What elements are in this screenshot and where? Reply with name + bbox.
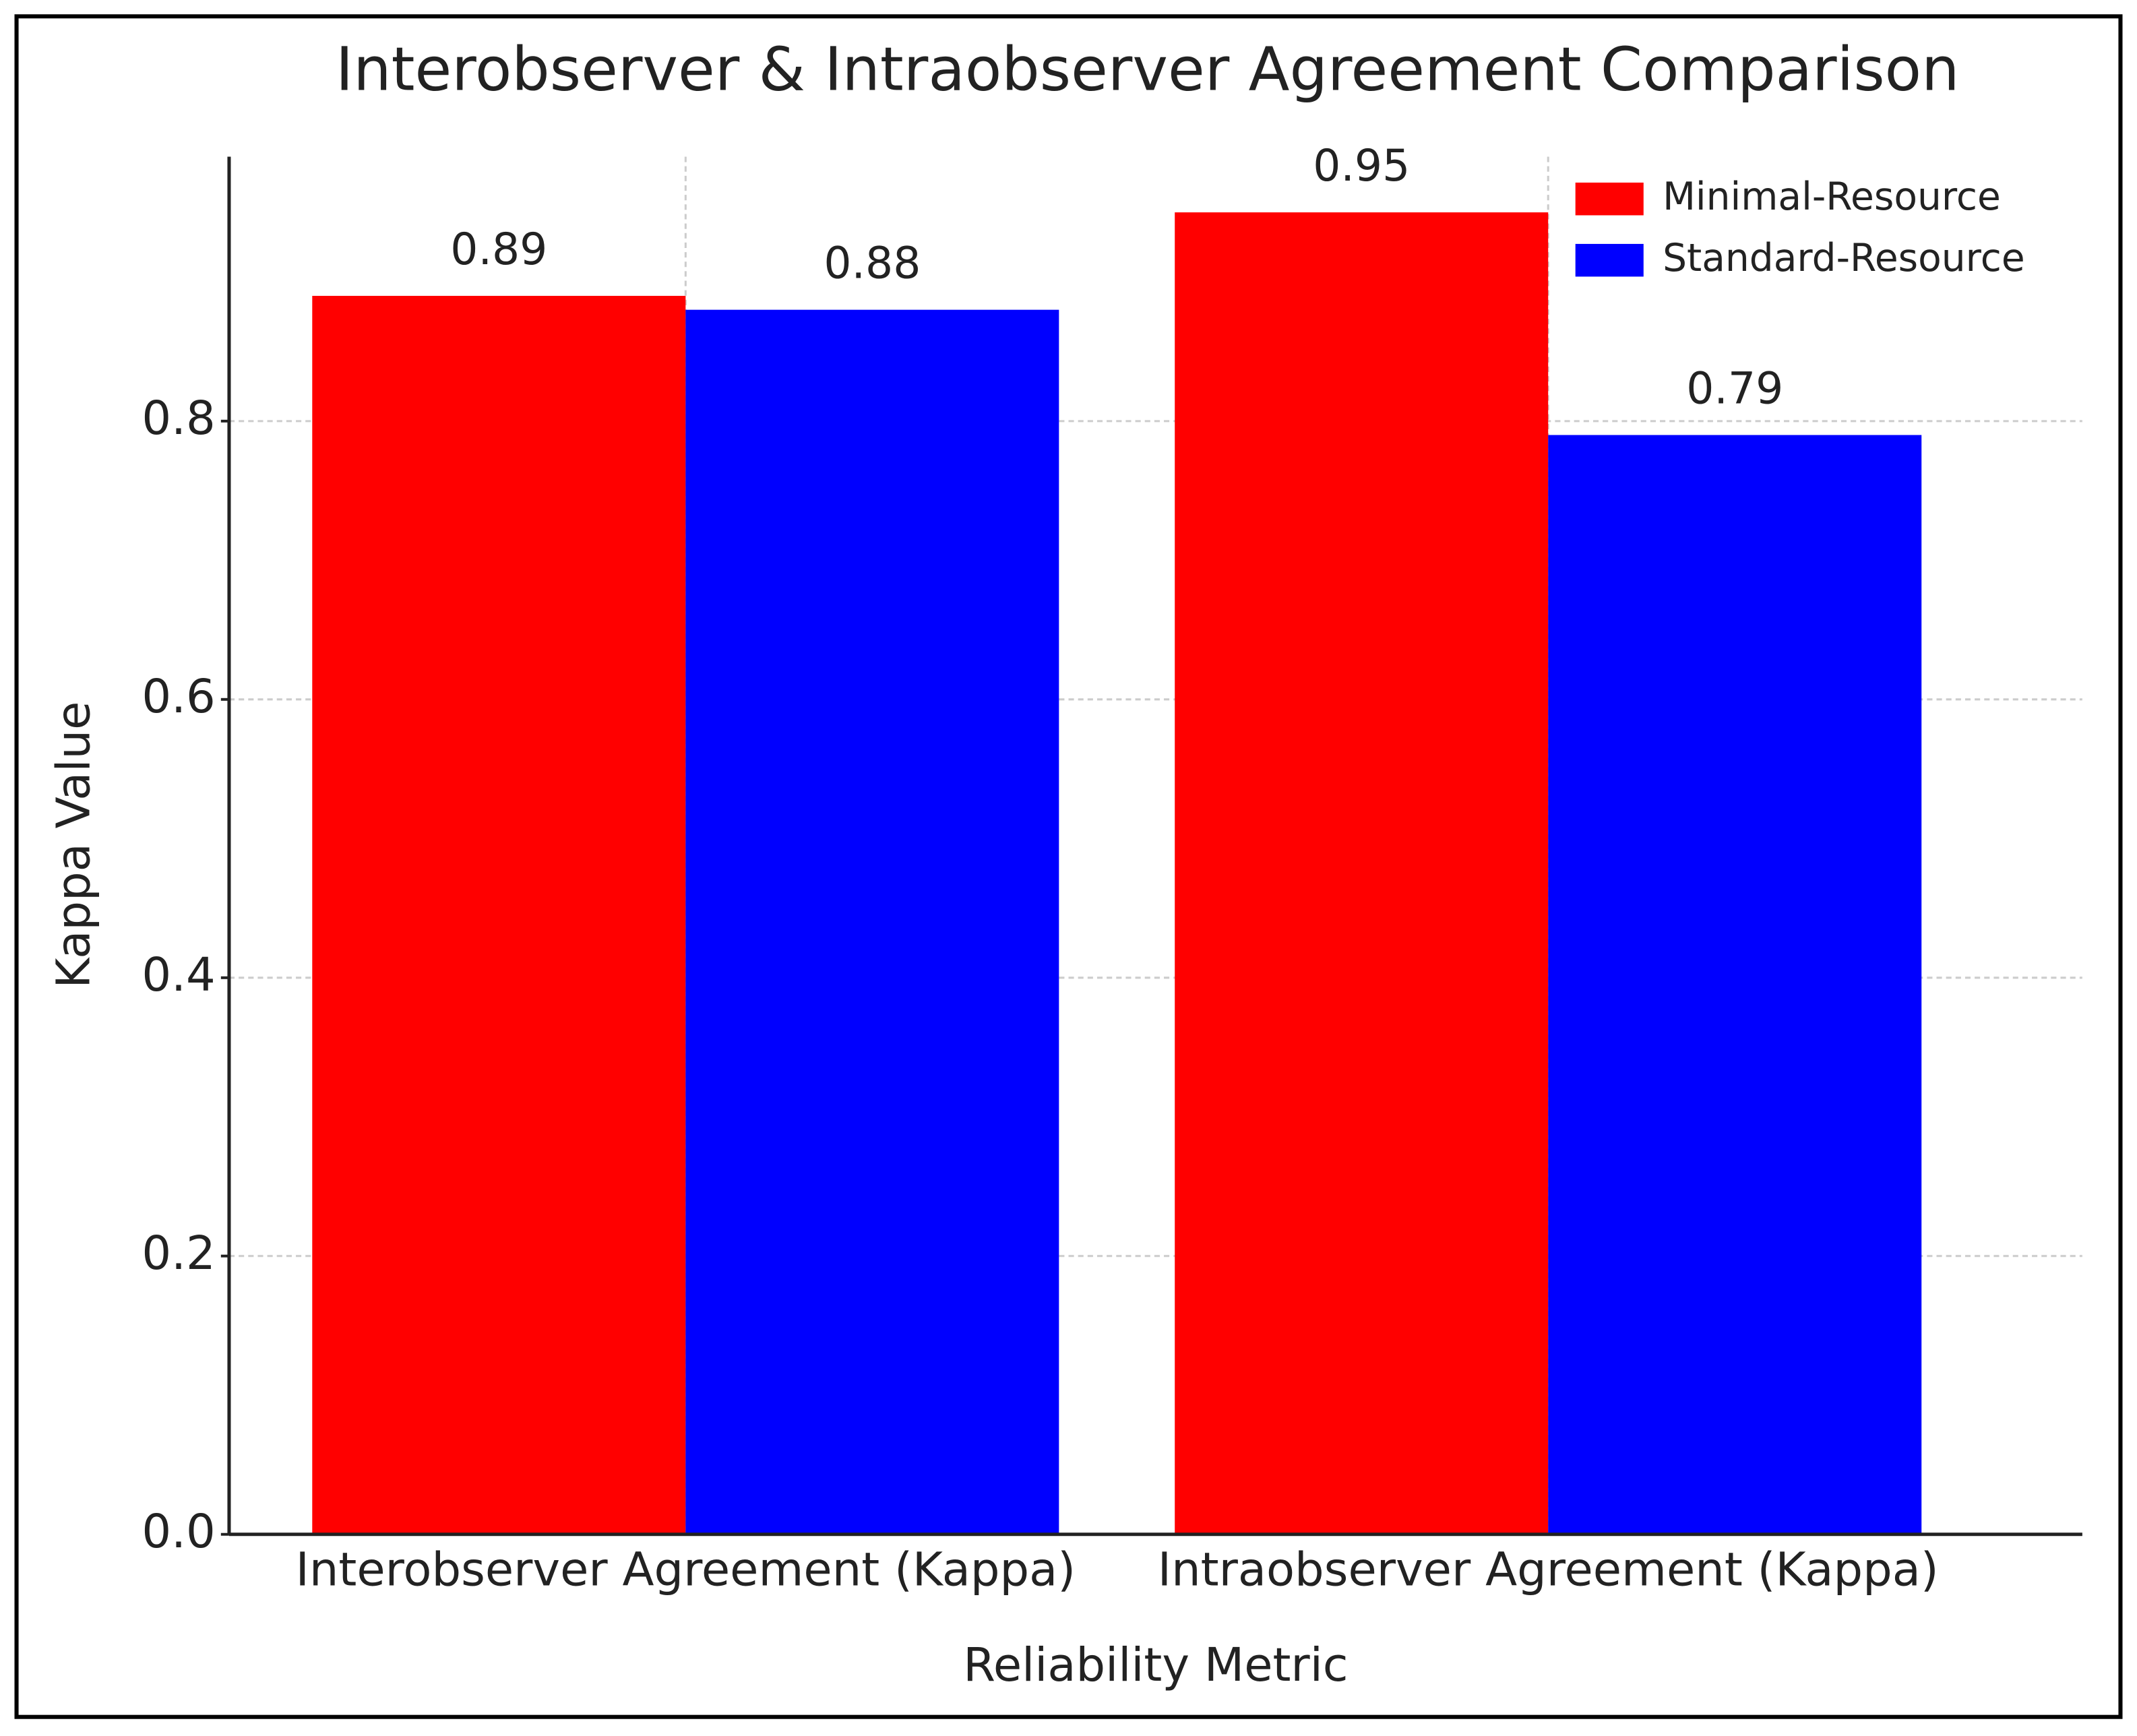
legend-label: Standard-Resource: [1663, 236, 2025, 280]
bar: [1175, 212, 1549, 1534]
y-axis-label: Kappa Value: [47, 702, 101, 989]
y-tick-label: 0.2: [142, 1227, 215, 1280]
x-axis-label: Reliability Metric: [963, 1638, 1348, 1692]
bar: [685, 309, 1059, 1534]
legend-swatch: [1575, 182, 1644, 216]
value-label: 0.79: [1686, 363, 1783, 414]
y-tick-label: 0.0: [142, 1505, 215, 1559]
bar: [1548, 435, 1922, 1534]
x-tick-label: Intraobserver Agreement (Kappa): [1158, 1543, 1939, 1596]
chart-title: Interobserver & Intraobserver Agreement …: [336, 34, 1959, 104]
value-label: 0.88: [824, 239, 921, 289]
legend-swatch: [1575, 243, 1644, 277]
y-tick-label: 0.4: [142, 948, 215, 1002]
x-tick-label: Interobserver Agreement (Kappa): [296, 1543, 1076, 1596]
y-tick-label: 0.6: [142, 670, 215, 724]
y-tick-label: 0.8: [142, 392, 215, 445]
legend-box: [1564, 158, 2061, 294]
value-label: 0.89: [450, 224, 547, 275]
legend-label: Minimal-Resource: [1663, 175, 2001, 219]
value-label: 0.95: [1313, 141, 1410, 191]
bar: [312, 296, 686, 1534]
